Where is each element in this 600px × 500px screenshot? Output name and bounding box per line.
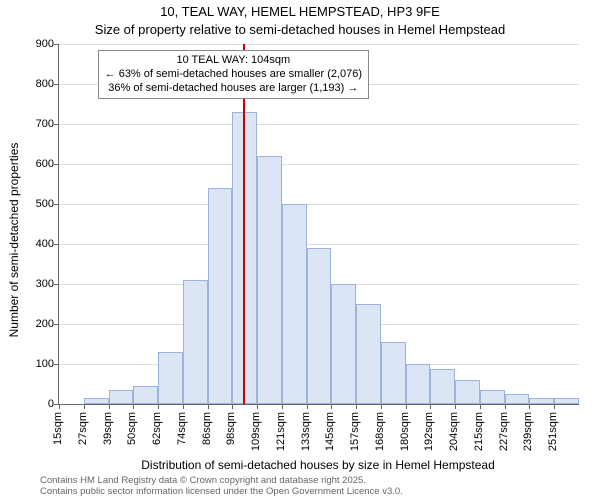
x-tick-label: 50sqm (126, 412, 138, 445)
y-tick-mark (54, 364, 59, 365)
annotation-line-3: 36% of semi-detached houses are larger (… (105, 82, 362, 96)
annotation-line-2: ← 63% of semi-detached houses are smalle… (105, 68, 362, 82)
y-tick-mark (54, 324, 59, 325)
x-tick-mark (109, 404, 110, 409)
gridline (59, 204, 579, 205)
y-tick-label: 700 (18, 118, 54, 130)
x-tick-label: 192sqm (423, 412, 435, 451)
histogram-bar (430, 369, 455, 404)
x-tick-mark (232, 404, 233, 409)
x-tick-mark (331, 404, 332, 409)
footer-line-2: Contains public sector information licen… (40, 487, 403, 498)
chart-container: 10, TEAL WAY, HEMEL HEMPSTEAD, HP3 9FE S… (0, 0, 600, 500)
x-tick-mark (133, 404, 134, 409)
x-tick-label: 204sqm (448, 412, 460, 451)
histogram-bar (183, 280, 208, 404)
y-tick-label: 100 (18, 358, 54, 370)
y-tick-mark (54, 124, 59, 125)
x-tick-label: 74sqm (176, 412, 188, 445)
x-tick-mark (406, 404, 407, 409)
x-tick-mark (307, 404, 308, 409)
x-tick-mark (480, 404, 481, 409)
histogram-bar (109, 390, 134, 404)
y-tick-mark (54, 164, 59, 165)
x-tick-mark (257, 404, 258, 409)
plot-area: 10 TEAL WAY: 104sqm ← 63% of semi-detach… (58, 44, 579, 405)
histogram-bar (84, 398, 109, 404)
x-tick-mark (158, 404, 159, 409)
y-tick-label: 800 (18, 78, 54, 90)
histogram-bar (505, 394, 530, 404)
y-tick-mark (54, 204, 59, 205)
x-tick-mark (455, 404, 456, 409)
title-line-1: 10, TEAL WAY, HEMEL HEMPSTEAD, HP3 9FE (0, 4, 600, 19)
x-tick-label: 62sqm (151, 412, 163, 445)
x-tick-mark (208, 404, 209, 409)
y-tick-label: 600 (18, 158, 54, 170)
y-tick-label: 500 (18, 198, 54, 210)
x-tick-label: 15sqm (52, 412, 64, 445)
x-tick-label: 145sqm (324, 412, 336, 451)
histogram-bar (232, 112, 257, 404)
x-tick-label: 168sqm (374, 412, 386, 451)
footer-attribution: Contains HM Land Registry data © Crown c… (40, 476, 403, 498)
y-tick-mark (54, 44, 59, 45)
x-axis-label: Distribution of semi-detached houses by … (58, 458, 578, 472)
gridline (59, 244, 579, 245)
x-tick-mark (282, 404, 283, 409)
x-tick-label: 27sqm (77, 412, 89, 445)
histogram-bar (257, 156, 282, 404)
y-tick-label: 0 (18, 398, 54, 410)
y-tick-label: 900 (18, 38, 54, 50)
x-tick-label: 239sqm (522, 412, 534, 451)
gridline (59, 164, 579, 165)
annotation-box: 10 TEAL WAY: 104sqm ← 63% of semi-detach… (98, 50, 369, 99)
y-tick-mark (54, 84, 59, 85)
y-tick-label: 300 (18, 278, 54, 290)
histogram-bar (282, 204, 307, 404)
histogram-bar (158, 352, 183, 404)
y-tick-label: 200 (18, 318, 54, 330)
histogram-bar (331, 284, 356, 404)
gridline (59, 124, 579, 125)
x-tick-mark (59, 404, 60, 409)
histogram-bar (356, 304, 381, 404)
histogram-bar (381, 342, 406, 404)
histogram-bar (307, 248, 332, 404)
title-line-2: Size of property relative to semi-detach… (0, 22, 600, 37)
histogram-bar (480, 390, 505, 404)
histogram-bar (554, 398, 579, 404)
x-tick-mark (529, 404, 530, 409)
histogram-bar (208, 188, 233, 404)
annotation-line-1: 10 TEAL WAY: 104sqm (105, 54, 362, 68)
histogram-bar (529, 398, 554, 404)
x-tick-mark (554, 404, 555, 409)
x-tick-mark (84, 404, 85, 409)
x-tick-label: 109sqm (250, 412, 262, 451)
x-tick-label: 227sqm (498, 412, 510, 451)
x-tick-label: 39sqm (102, 412, 114, 445)
x-tick-label: 215sqm (473, 412, 485, 451)
x-tick-label: 133sqm (300, 412, 312, 451)
x-tick-mark (183, 404, 184, 409)
x-tick-label: 121sqm (275, 412, 287, 451)
histogram-bar (133, 386, 158, 404)
histogram-bar (406, 364, 431, 404)
histogram-bar (455, 380, 480, 404)
x-tick-mark (381, 404, 382, 409)
gridline (59, 44, 579, 45)
x-tick-label: 98sqm (225, 412, 237, 445)
y-tick-mark (54, 244, 59, 245)
x-tick-label: 86sqm (201, 412, 213, 445)
x-tick-mark (356, 404, 357, 409)
x-tick-mark (430, 404, 431, 409)
x-tick-mark (505, 404, 506, 409)
y-tick-mark (54, 284, 59, 285)
x-tick-label: 251sqm (547, 412, 559, 451)
x-tick-label: 157sqm (349, 412, 361, 451)
y-tick-label: 400 (18, 238, 54, 250)
x-tick-label: 180sqm (399, 412, 411, 451)
